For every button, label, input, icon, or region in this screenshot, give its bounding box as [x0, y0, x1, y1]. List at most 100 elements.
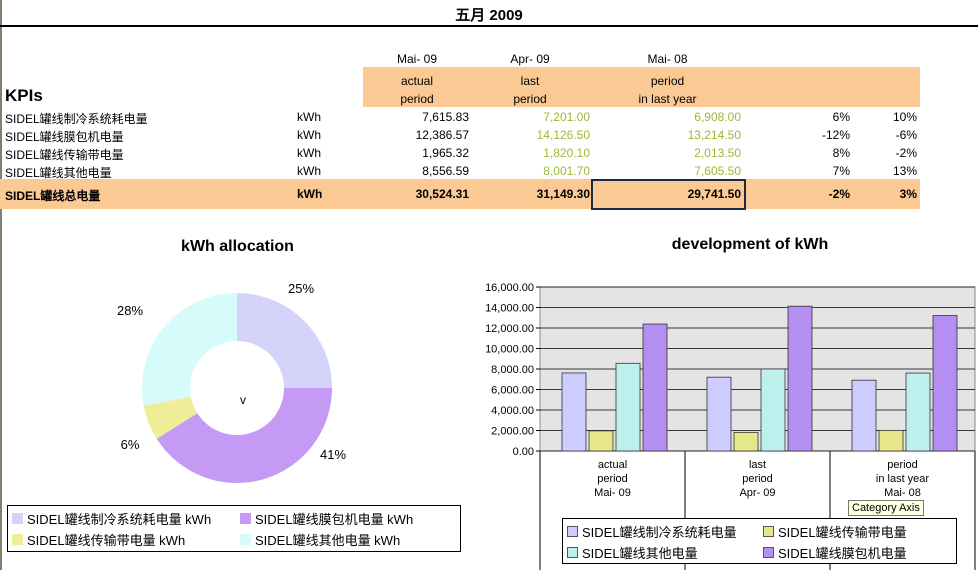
cell-name[interactable]: SIDEL罐线膜包机电量 — [5, 130, 124, 144]
bar[interactable] — [588, 430, 614, 452]
legend-item: SIDEL罐线传输带电量 kWh — [12, 530, 185, 549]
legend-swatch — [12, 513, 23, 524]
x-tick-label: period — [887, 459, 918, 471]
col-date: Apr- 09 — [510, 52, 550, 66]
bar[interactable] — [851, 379, 877, 452]
col-label: last period — [513, 74, 547, 106]
legend-label: SIDEL罐线制冷系统耗电量 kWh — [27, 512, 212, 527]
bar[interactable] — [561, 372, 587, 452]
pie-legend: SIDEL罐线制冷系统耗电量 kWh SIDEL罐线膜包机电量 kWh SIDEL罐… — [7, 505, 461, 552]
legend-item: SIDEL罐线制冷系统耗电量 kWh — [12, 509, 211, 528]
y-tick-label: 2,000.00 — [491, 426, 534, 438]
cell-d2[interactable]: -2% — [895, 146, 917, 160]
cell-d1[interactable]: 8% — [832, 146, 850, 160]
cell-d1[interactable]: -12% — [821, 128, 850, 142]
pie-data-label: 28% — [117, 303, 143, 318]
sheet-title: 五月 2009 — [455, 7, 523, 24]
legend-label: SIDEL罐线传输带电量 kWh — [27, 533, 186, 548]
cell-d1[interactable]: 6% — [832, 110, 850, 124]
cell-d2[interactable]: 13% — [892, 164, 917, 178]
cell-d1[interactable]: 7% — [832, 164, 850, 178]
x-tick-label: actual — [598, 459, 627, 471]
y-tick-label: 4,000.00 — [491, 405, 534, 417]
bar[interactable] — [787, 305, 813, 452]
cell-last-year[interactable]: 6,908.00 — [694, 110, 741, 124]
y-tick-label: 14,000.00 — [485, 303, 534, 315]
cell-name[interactable]: SIDEL罐线其他电量 — [5, 166, 112, 180]
legend-label: SIDEL罐线其他电量 — [582, 546, 698, 561]
header-band — [363, 67, 920, 107]
bar[interactable] — [615, 362, 641, 452]
cell-last[interactable]: 14,126.50 — [536, 128, 590, 142]
total-row-band — [0, 179, 920, 209]
cell-name[interactable]: SIDEL罐线总电量 — [5, 189, 101, 203]
cell-actual[interactable]: 8,556.59 — [422, 164, 469, 178]
legend-label: SIDEL罐线膜包机电量 — [778, 546, 907, 561]
cell-unit[interactable]: kWh — [297, 110, 321, 124]
legend-swatch — [567, 526, 578, 537]
bar[interactable] — [733, 431, 759, 452]
pie-data-label: 25% — [288, 281, 314, 296]
pie-slice[interactable] — [143, 396, 198, 439]
legend-swatch — [240, 513, 251, 524]
pie-slice[interactable] — [141, 293, 237, 406]
kpi-heading: KPIs — [5, 86, 43, 105]
cell-last-year[interactable]: 2,013.50 — [694, 146, 741, 160]
cell-last[interactable]: 8,001.70 — [543, 164, 590, 178]
cell-name[interactable]: SIDEL罐线传输带电量 — [5, 148, 124, 162]
cell-d2[interactable]: 10% — [892, 110, 917, 124]
legend-label: SIDEL罐线传输带电量 — [778, 525, 907, 540]
bar[interactable] — [878, 429, 904, 452]
cell-unit[interactable]: kWh — [297, 187, 323, 201]
cell-last[interactable]: 7,201.00 — [543, 110, 590, 124]
bar[interactable] — [706, 376, 732, 452]
cell-d2[interactable]: 3% — [899, 187, 917, 201]
cell-d2[interactable]: -6% — [895, 128, 917, 142]
y-tick-label: 6,000.00 — [491, 385, 534, 397]
col-label: actual period — [400, 74, 434, 106]
cell-unit[interactable]: kWh — [297, 146, 321, 160]
y-tick-label: 10,000.00 — [485, 344, 534, 356]
cell-unit[interactable]: kWh — [297, 128, 321, 142]
x-tick-label: Mai- 09 — [594, 487, 631, 499]
pie-slice[interactable] — [156, 388, 332, 483]
legend-swatch — [567, 547, 578, 558]
legend-item: SIDEL罐线制冷系统耗电量 — [567, 522, 737, 541]
selected-cell[interactable] — [591, 179, 746, 210]
cell-last[interactable]: 31,149.30 — [536, 187, 590, 201]
bar[interactable] — [905, 372, 931, 452]
legend-swatch — [763, 547, 774, 558]
legend-item: SIDEL罐线其他电量 — [567, 543, 698, 562]
bar[interactable] — [932, 315, 958, 452]
cell-last[interactable]: 1,820.10 — [543, 146, 590, 160]
cell-unit[interactable]: kWh — [297, 164, 321, 178]
cell-last-year[interactable]: 7,605.50 — [694, 164, 741, 178]
col-date: Mai- 08 — [647, 52, 688, 66]
cell-actual[interactable]: 30,524.31 — [415, 187, 469, 201]
legend-label: SIDEL罐线制冷系统耗电量 — [582, 525, 737, 540]
y-tick-label: 12,000.00 — [485, 323, 534, 335]
bar[interactable] — [760, 368, 786, 452]
cell-name[interactable]: SIDEL罐线制冷系统耗电量 — [5, 112, 148, 126]
cell-last-year[interactable]: 13,214.50 — [687, 128, 741, 142]
cell-actual[interactable]: 12,386.57 — [415, 128, 469, 142]
col-label: period in last year — [638, 74, 697, 106]
pie-center-label: v — [240, 393, 246, 407]
x-tick-label: Apr- 09 — [739, 487, 775, 499]
cell-actual[interactable]: 1,965.32 — [422, 146, 469, 160]
x-tick-label: Mai- 08 — [884, 487, 921, 499]
cell-last-year[interactable]: 29,741.50 — [687, 187, 741, 201]
x-tick-label: period — [597, 473, 628, 485]
col-date: Mai- 09 — [396, 52, 437, 66]
legend-swatch — [763, 526, 774, 537]
bar-chart: 0.00 2,000.00 4,000.00 6,000.00 8,000.00 10,0… — [485, 282, 976, 570]
cell-actual[interactable]: 7,615.83 — [422, 110, 469, 124]
pie-data-label: 6% — [121, 437, 140, 452]
legend-swatch — [240, 534, 251, 545]
bar[interactable] — [642, 323, 668, 452]
legend-swatch — [12, 534, 23, 545]
y-tick-label: 8,000.00 — [491, 364, 534, 376]
pie-title: kWh allocation — [181, 238, 294, 255]
cell-d1[interactable]: -2% — [828, 187, 850, 201]
pie-slice[interactable] — [237, 293, 332, 388]
